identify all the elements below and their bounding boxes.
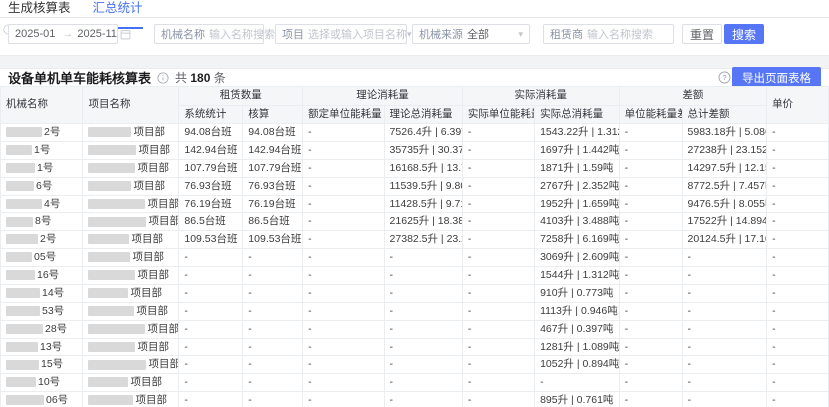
svg-text:?: ? [723, 74, 727, 82]
